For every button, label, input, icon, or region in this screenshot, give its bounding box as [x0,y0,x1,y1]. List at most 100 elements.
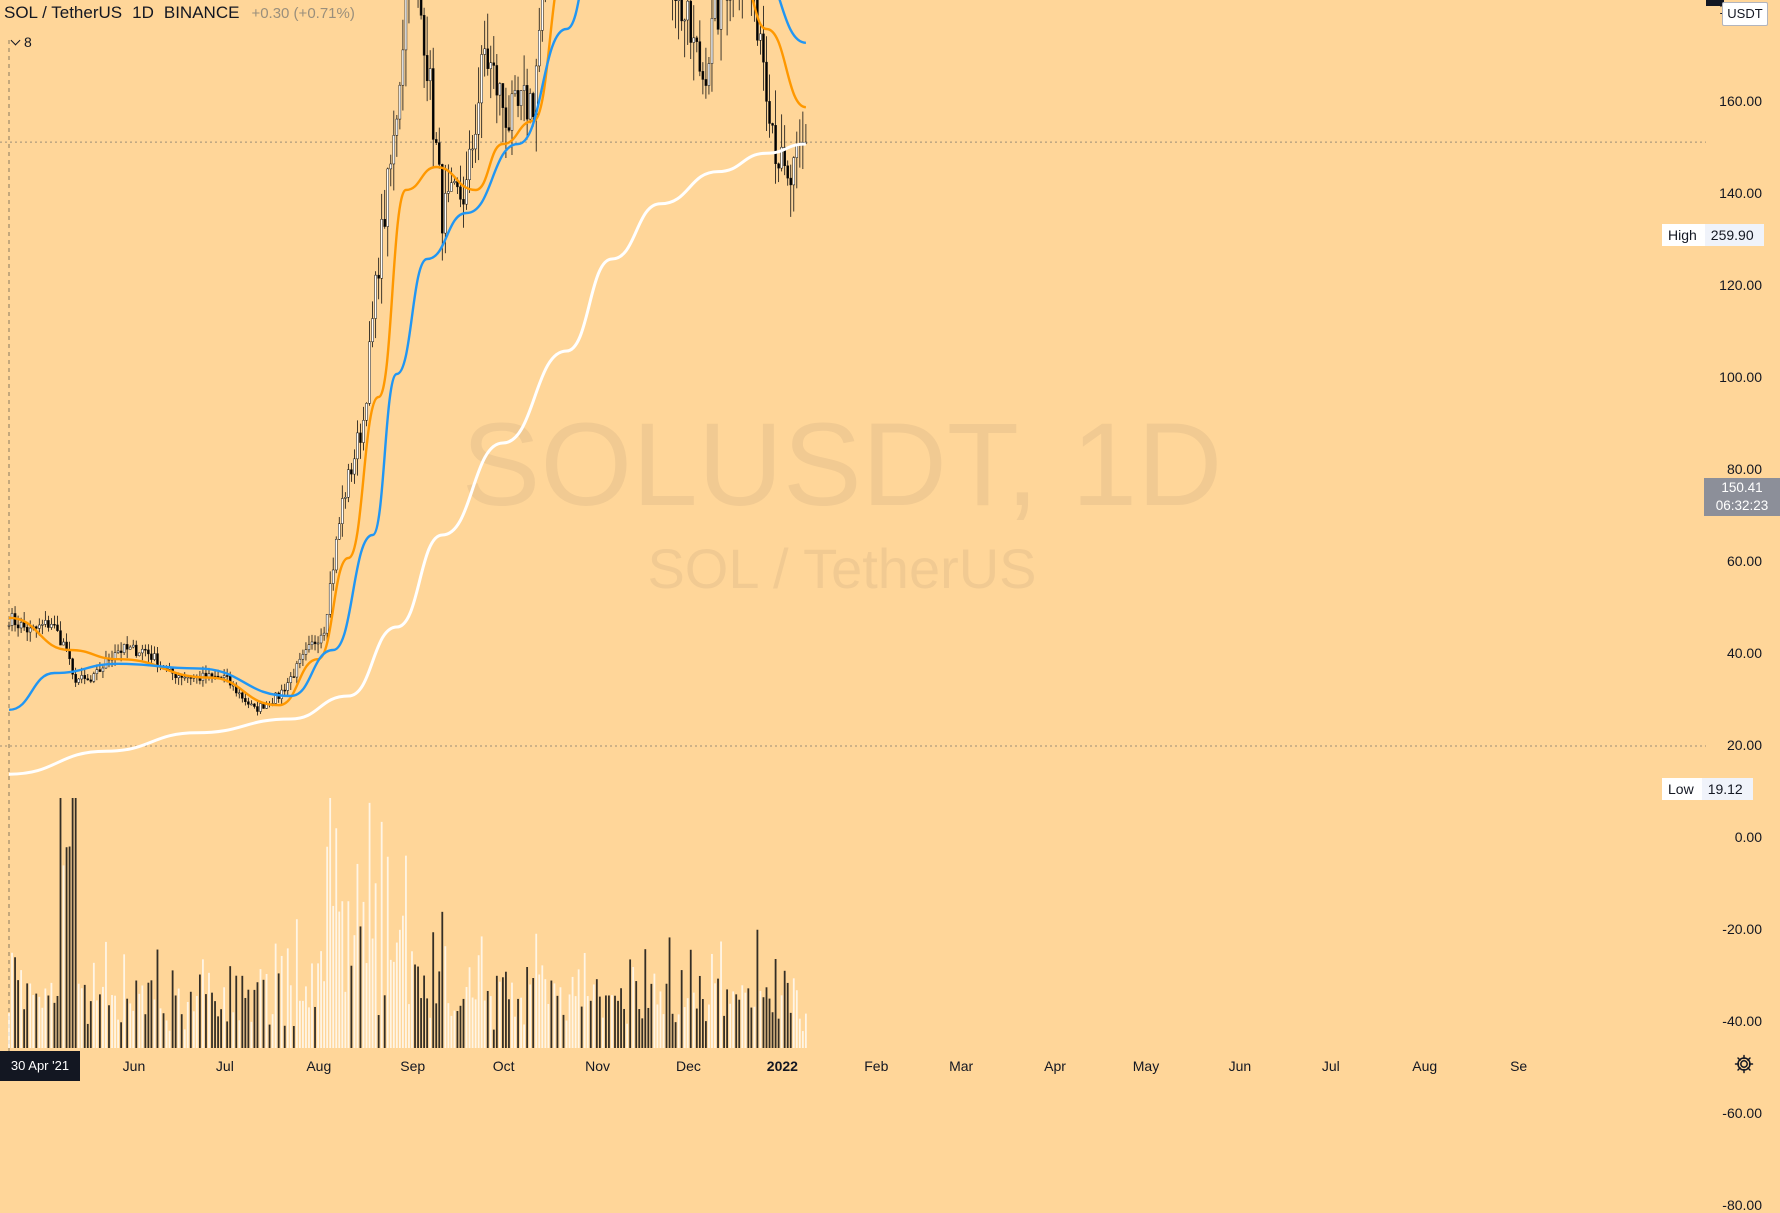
volume-bar [454,1011,456,1048]
candle-body [259,703,261,711]
volume-bar [341,901,343,1048]
candle-body [126,644,128,649]
candle-body [684,20,686,21]
volume-bar [226,1021,228,1048]
candle-body [335,539,337,570]
volume-bar [314,1007,316,1048]
volume-bar [305,986,307,1048]
symbol-name[interactable]: SOL / TetherUS [4,3,122,23]
candle-body [153,654,155,660]
price-tick-label: 160.00 [1719,93,1762,109]
currency-unit-button[interactable]: USDT [1722,2,1768,26]
volume-bar [54,1003,56,1048]
price-axis[interactable]: 340.00320.00300.00280.00260.00240.00220.… [1706,0,1780,1051]
volume-bar [311,963,313,1048]
volume-bar [202,959,204,1048]
candle-body [675,0,677,1]
volume-bar [308,1007,310,1048]
price-tick-label: 120.00 [1719,277,1762,293]
candle-body [314,642,316,644]
volume-bar [344,992,346,1048]
volume-bar [517,999,519,1048]
volume-bar [508,999,510,1048]
volume-bar [366,963,368,1048]
candle-body [493,63,495,66]
volume-bar [290,985,292,1048]
volume-bar [263,980,265,1048]
volume-bar [741,985,743,1048]
volume-bar [181,1014,183,1048]
price-chart[interactable]: SOLUSDT, 1D SOL / TetherUS [0,0,1706,1051]
time-tick-label: Apr [1044,1058,1066,1074]
candle-body [250,704,252,705]
high-price-marker: High 259.90 [1662,224,1764,246]
volume-bar [111,995,113,1048]
interval-label: 1D [132,3,154,23]
volume-bar [684,1007,686,1048]
volume-bar [511,983,513,1048]
candle-body [241,693,243,699]
volume-bar [744,993,746,1048]
indicators-collapse-toggle[interactable]: 8 [6,32,40,52]
volume-bar [323,981,325,1048]
volume-bar [581,1007,583,1048]
volume-bar [663,1014,665,1048]
volume-bar [611,995,613,1048]
volume-bar [190,992,192,1048]
volume-bar [575,996,577,1048]
volume-bar [769,999,771,1048]
candle-body [387,169,389,227]
candle-body [459,187,461,199]
candle-body [78,679,80,682]
volume-bar [411,951,413,1048]
volume-bar [738,1000,740,1048]
candle-body [347,470,349,498]
price-tick-label: 140.00 [1719,185,1762,201]
candle-body [329,584,331,615]
volume-bar [732,991,734,1048]
volume-bar [63,865,65,1048]
volume-bar [247,990,249,1048]
candle-body [775,125,777,163]
volume-bar [766,987,768,1048]
gear-icon[interactable] [1734,1054,1754,1074]
volume-bar [257,982,259,1048]
candle-body [720,0,722,29]
volume-bar [217,1016,219,1048]
candle-body [132,645,134,647]
volume-bar [714,983,716,1048]
candle-body [450,183,452,192]
volume-bar [214,1001,216,1048]
candle-body [338,524,340,540]
candle-body [759,34,761,40]
candle-body [369,342,371,404]
volume-bar [160,1008,162,1048]
candle-body [496,65,498,95]
candle-body [29,628,31,632]
last-price-value: 150.41 [1704,479,1780,497]
volume-bar [154,1000,156,1048]
candle-body [444,193,446,233]
volume-bar [393,962,395,1048]
volume-bar [487,991,489,1048]
exchange-label: BINANCE [164,3,240,23]
candle-body [475,134,477,149]
candle-body [147,650,149,654]
volume-bar [541,965,543,1048]
volume-bar [584,953,586,1048]
candle-body [678,0,680,1]
candle-body [778,164,780,168]
candle-body [708,64,710,86]
candle-body [90,680,92,681]
volume-bar [608,995,610,1048]
volume-bar [338,912,340,1048]
candle-body [463,199,465,204]
volume-bar [493,1030,495,1048]
candle-body [60,631,62,645]
volume-bar [784,971,786,1048]
candle-body [762,34,764,62]
volume-bar [296,919,298,1048]
volume-bar [408,1004,410,1048]
volume-bar [550,981,552,1048]
